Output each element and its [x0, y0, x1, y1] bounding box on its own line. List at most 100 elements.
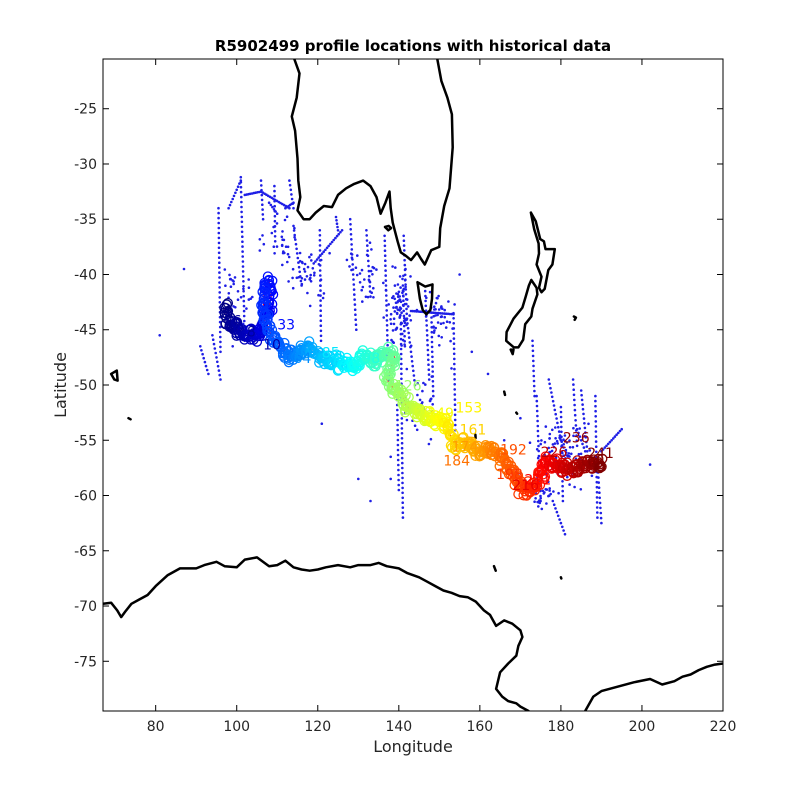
historical-point — [258, 249, 262, 252]
historical-point — [402, 239, 406, 242]
historical-point — [339, 230, 342, 234]
historical-point — [384, 288, 388, 292]
historical-point — [401, 466, 404, 470]
historical-point — [405, 418, 409, 422]
historical-point — [426, 338, 429, 342]
profile-marker — [231, 316, 243, 328]
historical-point — [318, 249, 322, 252]
profile-label: 149 — [427, 406, 454, 422]
historical-point — [334, 215, 338, 219]
historical-point — [350, 238, 353, 241]
historical-point — [392, 341, 396, 345]
historical-point — [583, 435, 586, 438]
historical-point — [452, 347, 456, 351]
historical-point — [440, 315, 444, 318]
historical-point — [577, 452, 581, 456]
historical-point — [548, 382, 551, 386]
historical-point — [227, 292, 231, 295]
historical-point — [229, 277, 232, 281]
historical-point — [308, 278, 312, 281]
coastline-auckland-islands — [502, 390, 507, 397]
historical-point — [437, 294, 440, 298]
historical-point — [561, 494, 565, 498]
historical-point — [319, 334, 323, 338]
historical-point — [648, 463, 652, 466]
historical-point — [233, 276, 237, 279]
historical-point — [550, 449, 554, 453]
historical-point — [401, 481, 404, 485]
historical-point — [355, 328, 358, 332]
historical-point — [400, 367, 403, 371]
historical-point — [218, 373, 221, 377]
historical-point — [383, 239, 387, 243]
historical-point — [384, 274, 388, 277]
historical-point — [366, 249, 369, 252]
historical-point — [400, 362, 403, 366]
float-track-layer — [219, 271, 608, 501]
historical-point — [211, 338, 215, 342]
historical-point — [240, 210, 243, 214]
historical-point — [402, 234, 406, 238]
historical-point — [230, 200, 233, 204]
historical-point — [590, 474, 594, 478]
historical-point — [217, 236, 221, 240]
historical-point — [308, 255, 311, 259]
historical-point — [399, 327, 403, 331]
y-tick-label: -30 — [74, 157, 97, 173]
historical-point — [217, 246, 221, 250]
historical-point — [234, 191, 237, 195]
historical-point — [410, 355, 413, 358]
x-tick-label: 220 — [710, 719, 737, 735]
historical-point — [579, 389, 583, 392]
historical-point — [536, 429, 540, 433]
historical-point — [406, 326, 410, 330]
historical-point — [286, 245, 290, 249]
historical-point — [366, 244, 369, 247]
historical-point — [401, 332, 404, 336]
historical-point — [536, 419, 539, 423]
historical-point — [217, 216, 220, 220]
y-tick-label: -75 — [74, 654, 97, 670]
historical-point — [260, 198, 264, 202]
historical-point — [430, 321, 433, 324]
historical-point — [539, 442, 542, 446]
historical-point — [551, 443, 555, 446]
historical-point — [431, 355, 434, 359]
historical-point — [322, 292, 326, 295]
historical-point — [382, 316, 386, 319]
historical-point — [219, 345, 222, 349]
x-tick-label: 200 — [629, 719, 656, 735]
historical-point — [600, 521, 603, 525]
historical-point — [385, 319, 389, 322]
historical-point — [539, 494, 542, 498]
historical-point — [600, 450, 603, 453]
historical-point — [368, 280, 372, 284]
profile-marker — [221, 299, 232, 310]
historical-point — [272, 245, 276, 248]
historical-point — [572, 393, 576, 397]
historical-point — [213, 347, 217, 350]
y-tick-label: -45 — [74, 323, 97, 339]
historical-point — [408, 341, 412, 344]
historical-point — [403, 249, 406, 252]
historical-point — [408, 314, 411, 317]
historical-point — [431, 389, 435, 393]
historical-point — [397, 463, 400, 467]
profile-label: 126 — [395, 379, 422, 395]
historical-point — [452, 337, 456, 340]
historical-point — [319, 254, 322, 257]
coastline-chatham-islands — [572, 315, 578, 322]
historical-point — [240, 215, 244, 219]
historical-point — [201, 352, 204, 356]
historical-point — [306, 291, 309, 295]
profile-marker — [304, 336, 315, 347]
historical-point — [231, 197, 234, 201]
historical-point — [397, 473, 400, 477]
historical-point — [372, 296, 375, 299]
historical-point — [532, 359, 535, 363]
historical-point — [403, 302, 407, 306]
historical-point — [409, 344, 413, 348]
historical-point — [425, 329, 429, 332]
historical-point — [292, 206, 295, 210]
historical-point — [594, 404, 597, 408]
